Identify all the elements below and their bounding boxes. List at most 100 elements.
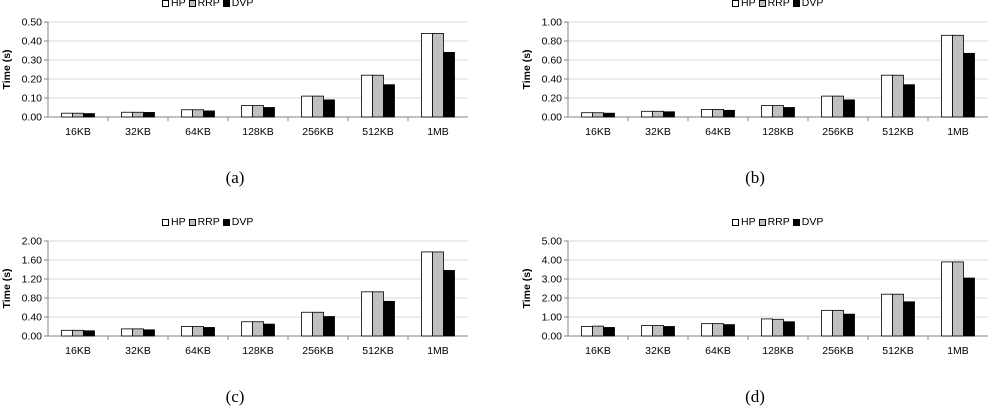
legend-item-hp: HP xyxy=(162,0,186,9)
bar-rrp xyxy=(72,112,84,118)
bar-rrp xyxy=(592,112,604,118)
x-tick-label: 1MB xyxy=(427,345,449,357)
bar-hp xyxy=(881,74,893,118)
legend-item-rrp: RRP xyxy=(758,216,790,228)
bar-rrp xyxy=(832,95,844,118)
bar-rrp xyxy=(252,105,264,118)
bar-dvp xyxy=(143,329,155,337)
bar-rrp xyxy=(772,105,784,118)
y-tick-label: 1.00 xyxy=(542,17,563,29)
bar-dvp xyxy=(83,330,95,337)
bar-dvp xyxy=(83,113,95,118)
bar-rrp xyxy=(432,251,444,337)
legend-swatch xyxy=(162,0,169,7)
x-tick-label: 128KB xyxy=(762,126,794,138)
bar-chart: Time (s) 0.00 0.40 0.80 1.20 1.60 2.00 16KB 32KB… xyxy=(1,236,468,357)
x-tick-label: 128KB xyxy=(762,345,794,357)
bar-rrp xyxy=(132,111,144,118)
chart-panel-c: HP RRP DVP Time (s) 0.00 0.40 0.80 1.20 1.60 2.0… xyxy=(0,216,470,419)
y-tick-label: 1.60 xyxy=(22,255,43,267)
legend-swatch xyxy=(222,0,230,7)
bar-dvp xyxy=(603,327,615,337)
y-axis-label: Time (s) xyxy=(1,49,13,89)
bar-rrp xyxy=(372,291,384,337)
chart-panel-d: HP RRP DVP Time (s) 0.00 1.00 2.00 3.00 4.00 5.0… xyxy=(520,216,990,419)
bar-dvp xyxy=(323,99,335,118)
bar-hp xyxy=(241,105,253,118)
bar-hp xyxy=(881,293,893,337)
legend-swatch xyxy=(758,0,766,7)
x-tick-label: 64KB xyxy=(705,126,731,138)
bar-hp xyxy=(941,261,953,337)
bar-hp xyxy=(61,329,73,337)
x-tick-label: 512KB xyxy=(362,345,394,357)
bar-hp xyxy=(121,111,133,118)
bar-dvp xyxy=(383,84,395,118)
y-tick-label: 0.40 xyxy=(22,36,43,48)
legend-label: HP xyxy=(741,0,756,9)
x-tick-label: 512KB xyxy=(882,345,914,357)
bar-hp xyxy=(421,33,433,118)
legend-swatch xyxy=(732,218,739,226)
bar-hp xyxy=(361,291,373,337)
x-tick-label: 256KB xyxy=(822,345,854,357)
chart-caption: (b) xyxy=(745,168,765,187)
legend-item-rrp: RRP xyxy=(188,216,220,228)
y-tick-label: 1.20 xyxy=(22,274,43,286)
bar-rrp xyxy=(312,95,324,118)
legend-item-hp: HP xyxy=(162,216,186,228)
bar-hp xyxy=(941,34,953,118)
bar-dvp xyxy=(903,84,915,118)
x-tick-label: 256KB xyxy=(302,126,334,138)
legend-swatch xyxy=(222,218,230,226)
bar-dvp xyxy=(323,316,335,337)
y-tick-label: 0.00 xyxy=(542,331,563,343)
legend-swatch xyxy=(792,0,800,7)
y-tick-label: 0.40 xyxy=(542,74,563,86)
y-tick-label: 0.00 xyxy=(542,112,563,124)
legend-item-hp: HP xyxy=(732,216,756,228)
bar-rrp xyxy=(952,34,964,118)
y-tick-label: 0.60 xyxy=(542,55,563,67)
bar-dvp xyxy=(603,112,615,118)
legend-swatch xyxy=(188,0,196,7)
bar-hp xyxy=(361,74,373,118)
chart-legend: HP RRP DVP xyxy=(162,215,256,229)
bar-rrp xyxy=(192,109,204,118)
x-tick-label: 64KB xyxy=(185,345,211,357)
y-axis-label: Time (s) xyxy=(521,49,533,89)
legend-item-dvp: DVP xyxy=(222,216,253,228)
legend-item-dvp: DVP xyxy=(792,216,823,228)
bar-dvp xyxy=(783,107,795,118)
x-tick-label: 64KB xyxy=(705,345,731,357)
x-tick-label: 128KB xyxy=(242,126,274,138)
chart-caption: (d) xyxy=(745,387,765,406)
bar-hp xyxy=(701,109,713,118)
bar-dvp xyxy=(443,52,455,118)
bar-hp xyxy=(761,318,773,337)
x-tick-label: 16KB xyxy=(585,126,611,138)
bar-rrp xyxy=(712,323,724,337)
legend-item-hp: HP xyxy=(732,0,756,9)
legend-label: DVP xyxy=(231,0,254,9)
x-tick-label: 128KB xyxy=(242,345,274,357)
bar-rrp xyxy=(652,110,664,118)
bar-rrp xyxy=(952,261,964,337)
y-tick-label: 0.10 xyxy=(22,93,43,105)
bar-dvp xyxy=(783,321,795,337)
bar-dvp xyxy=(263,323,275,337)
y-tick-label: 0.20 xyxy=(22,74,43,86)
y-tick-label: 5.00 xyxy=(542,236,563,248)
bar-dvp xyxy=(203,110,215,118)
bar-dvp xyxy=(383,300,395,337)
bar-rrp xyxy=(252,321,264,337)
bar-hp xyxy=(181,109,193,118)
bar-hp xyxy=(241,321,253,337)
x-tick-label: 1MB xyxy=(947,345,969,357)
y-tick-label: 0.80 xyxy=(542,36,563,48)
legend-swatch xyxy=(792,218,800,226)
bar-hp xyxy=(701,323,713,337)
legend-swatch xyxy=(162,218,169,226)
y-tick-label: 0.00 xyxy=(22,112,43,124)
legend-item-dvp: DVP xyxy=(222,0,254,9)
